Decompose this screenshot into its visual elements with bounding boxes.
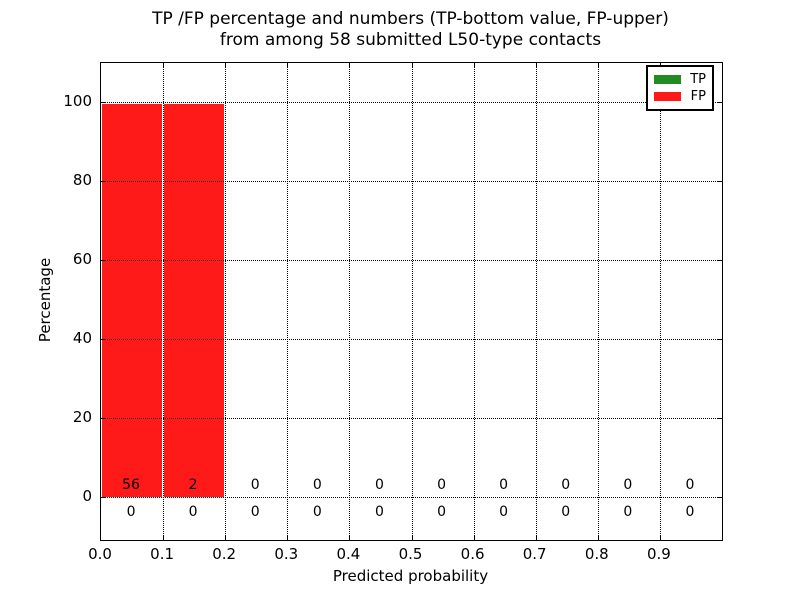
x-tick-mark: [598, 63, 599, 68]
y-tick-mark: [101, 181, 106, 182]
tp-count-label: 0: [312, 504, 322, 520]
x-tick-mark: [225, 535, 226, 540]
tp-count-label: 0: [561, 504, 571, 520]
tp-count-label: 0: [623, 504, 633, 520]
fp-count-label: 0: [312, 477, 322, 493]
gridline-horizontal: [101, 260, 722, 261]
tp-count-label: 0: [374, 504, 384, 520]
x-tick-mark: [536, 535, 537, 540]
legend-item: TP: [654, 72, 706, 87]
y-tick-mark: [717, 418, 722, 419]
fp-count-label: 0: [499, 477, 509, 493]
x-tick-mark: [163, 63, 164, 68]
fp-legend-swatch: [654, 92, 681, 102]
x-tick-mark: [225, 63, 226, 68]
fp-count-label: 0: [437, 477, 446, 493]
x-tick-mark: [412, 63, 413, 68]
tp-legend-swatch: [654, 74, 681, 84]
fp-bar: [163, 103, 226, 497]
x-tick-mark: [598, 535, 599, 540]
gridline-vertical: [349, 63, 350, 540]
y-tick-mark: [717, 102, 722, 103]
chart-title: TP /FP percentage and numbers (TP-bottom…: [100, 9, 721, 51]
y-tick-label: 60: [72, 250, 92, 268]
fp-count-label: 2: [188, 477, 198, 493]
gridline-vertical: [474, 63, 475, 540]
tp-count-label: 0: [437, 504, 446, 520]
gridline-vertical: [163, 63, 164, 540]
tp-count-label: 0: [126, 504, 136, 520]
x-tick-label: 0.0: [88, 545, 112, 563]
gridline-vertical: [225, 63, 226, 540]
fp-count-label: 0: [250, 477, 260, 493]
x-tick-label: 0.6: [460, 545, 485, 563]
x-tick-mark: [474, 535, 475, 540]
x-tick-mark: [536, 63, 537, 68]
x-tick-label: 0.2: [212, 545, 237, 563]
x-tick-mark: [349, 63, 350, 68]
tp-count-label: 0: [685, 504, 695, 520]
fp-count-label: 0: [623, 477, 633, 493]
y-tick-mark: [717, 260, 722, 261]
gridline-horizontal: [101, 102, 722, 103]
gridline-vertical: [412, 63, 413, 540]
tp-count-label: 0: [499, 504, 509, 520]
gridline-horizontal: [101, 497, 722, 498]
gridline-horizontal: [101, 418, 722, 419]
gridline-vertical: [536, 63, 537, 540]
y-tick-mark: [101, 102, 106, 103]
gridline-vertical: [660, 63, 661, 540]
legend-label: TP: [690, 71, 706, 87]
x-tick-label: 0.1: [150, 545, 175, 563]
x-tick-label: 0.4: [336, 545, 361, 563]
x-axis-label: Predicted probability: [332, 567, 489, 585]
fp-count-label: 56: [122, 477, 140, 493]
y-tick-mark: [717, 339, 722, 340]
gridline-horizontal: [101, 339, 722, 340]
x-tick-mark: [287, 63, 288, 68]
gridline-horizontal: [101, 181, 722, 182]
legend-label: FP: [690, 89, 706, 105]
y-tick-mark: [717, 497, 722, 498]
x-tick-mark: [412, 535, 413, 540]
x-tick-label: 0.7: [522, 545, 547, 563]
x-tick-mark: [349, 535, 350, 540]
y-tick-label: 0: [82, 487, 92, 505]
fp-bar: [101, 103, 164, 497]
x-tick-label: 0.8: [584, 545, 609, 563]
y-tick-label: 20: [72, 408, 92, 426]
y-tick-mark: [101, 418, 106, 419]
y-tick-mark: [101, 497, 106, 498]
y-tick-mark: [101, 339, 106, 340]
x-tick-mark: [287, 535, 288, 540]
legend-item: FP: [654, 89, 706, 104]
gridline-vertical: [598, 63, 599, 540]
y-tick-label: 40: [72, 329, 92, 347]
tp-count-label: 0: [250, 504, 260, 520]
y-tick-label: 80: [72, 171, 92, 189]
plot-area: [100, 62, 723, 541]
y-tick-mark: [101, 260, 106, 261]
x-tick-mark: [474, 63, 475, 68]
x-tick-label: 0.3: [274, 545, 299, 563]
y-tick-label: 100: [63, 92, 92, 110]
fp-count-label: 0: [374, 477, 384, 493]
y-tick-mark: [717, 181, 722, 182]
gridline-vertical: [287, 63, 288, 540]
fp-count-label: 0: [685, 477, 695, 493]
fp-count-label: 0: [561, 477, 571, 493]
legend: TP FP: [646, 65, 714, 111]
tp-count-label: 0: [188, 504, 198, 520]
chart-title-line2: from among 58 submitted L50-type contact…: [219, 30, 602, 50]
x-tick-mark: [163, 535, 164, 540]
x-tick-label: 0.9: [646, 545, 671, 563]
x-tick-mark: [660, 535, 661, 540]
x-tick-label: 0.5: [398, 545, 423, 563]
chart-title-line1: TP /FP percentage and numbers (TP-bottom…: [152, 9, 669, 29]
